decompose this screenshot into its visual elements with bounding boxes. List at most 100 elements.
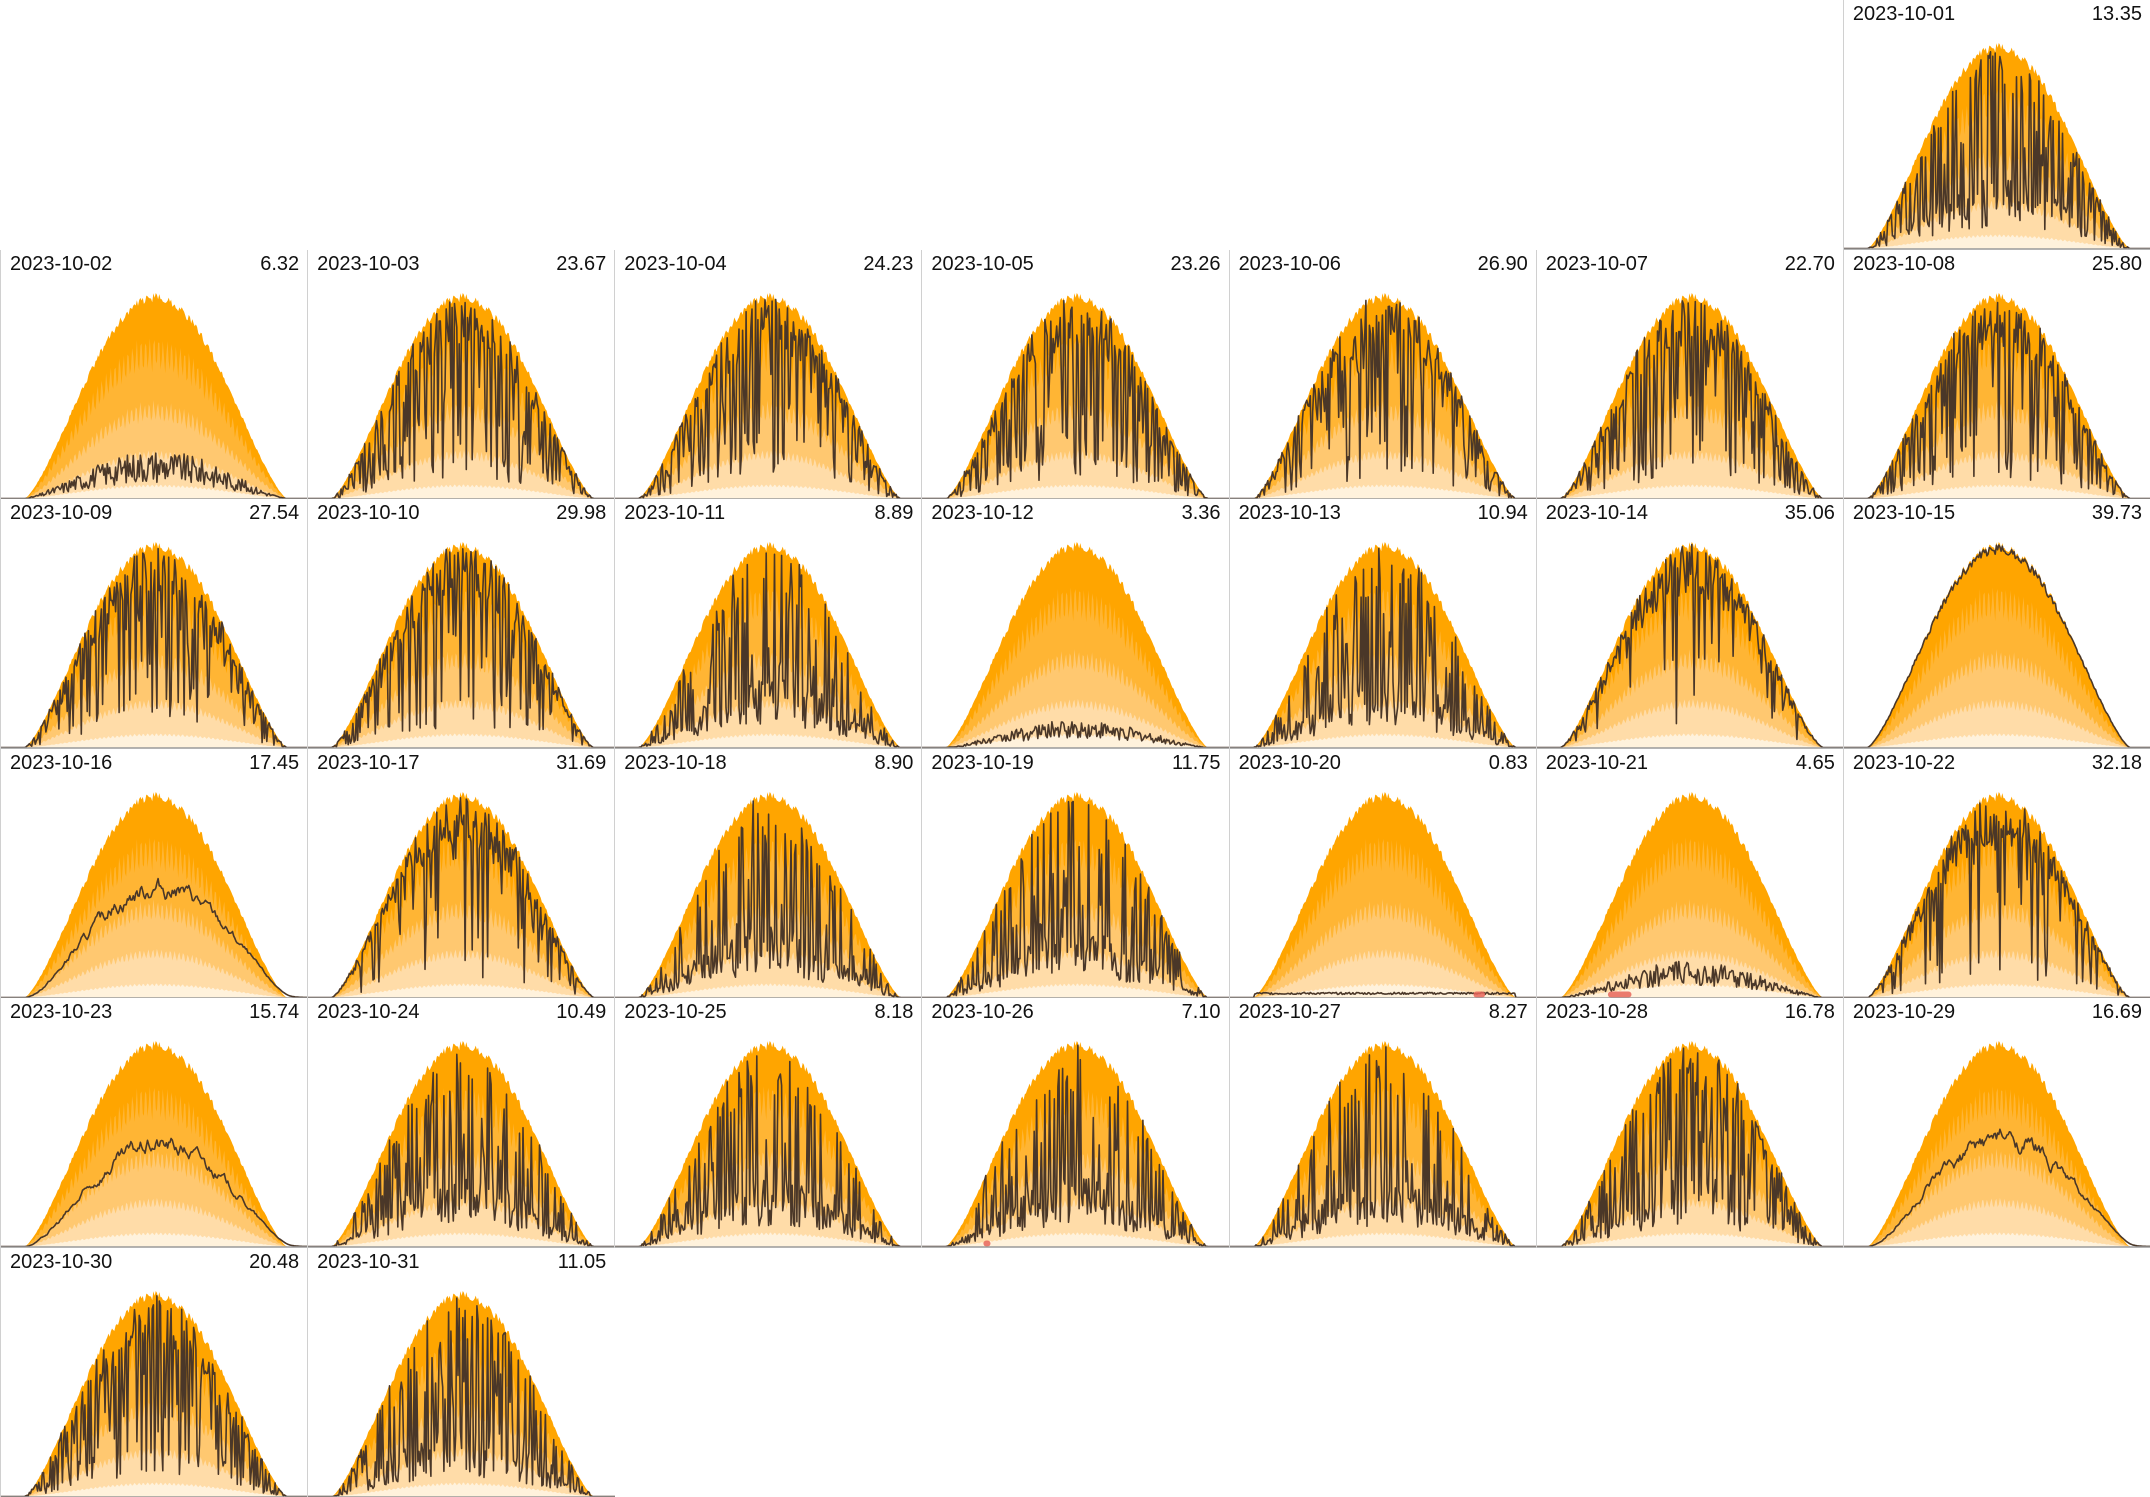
actual-output-line bbox=[615, 298, 923, 499]
day-date-label: 2023-10-09 bbox=[10, 502, 113, 524]
day-total-label: 24.23 bbox=[863, 252, 914, 275]
day-cell: 2023-10-28 16.78 bbox=[1535, 998, 1844, 1248]
day-total-label: 20.48 bbox=[249, 1250, 300, 1273]
day-date-label: 2023-10-27 bbox=[1238, 1001, 1341, 1023]
day-plot bbox=[922, 791, 1230, 998]
day-total-label: 22.70 bbox=[1784, 252, 1835, 275]
day-cell: 2023-10-03 23.67 bbox=[307, 249, 616, 499]
day-cell: 2023-10-23 15.74 bbox=[0, 998, 309, 1248]
day-cell: 2023-10-20 0.83 bbox=[1228, 748, 1537, 998]
day-cell: 2023-10-25 8.18 bbox=[614, 998, 923, 1248]
day-total-label: 39.73 bbox=[2091, 502, 2142, 524]
day-cell: 2023-10-17 31.69 bbox=[307, 748, 616, 998]
day-cell: 2023-10-19 11.75 bbox=[921, 748, 1230, 998]
irradiance-band bbox=[922, 948, 1230, 997]
day-plot bbox=[615, 542, 923, 749]
day-date-label: 2023-10-25 bbox=[624, 1001, 727, 1023]
irradiance-band bbox=[308, 449, 616, 498]
day-total-label: 6.32 bbox=[260, 252, 300, 275]
day-plot bbox=[308, 791, 616, 998]
day-cell: 2023-10-21 4.65 bbox=[1535, 748, 1844, 998]
irradiance-band bbox=[1536, 449, 1844, 498]
day-date-label: 2023-10-04 bbox=[624, 252, 727, 275]
day-date-label: 2023-10-13 bbox=[1238, 502, 1341, 524]
irradiance-band bbox=[1536, 1197, 1844, 1247]
irradiance-band bbox=[1843, 1197, 2150, 1247]
irradiance-band bbox=[922, 1232, 1230, 1247]
actual-output-line bbox=[1536, 543, 1844, 749]
day-cell: 2023-10-06 26.90 bbox=[1228, 249, 1537, 499]
actual-output-line bbox=[1536, 1047, 1844, 1248]
day-plot bbox=[1, 542, 309, 749]
actual-output-line bbox=[1843, 1128, 2150, 1248]
day-plot bbox=[615, 1041, 923, 1248]
irradiance-band bbox=[1843, 449, 2150, 498]
irradiance-band bbox=[308, 948, 616, 997]
day-total-label: 11.05 bbox=[557, 1250, 607, 1273]
day-date-label: 2023-10-16 bbox=[10, 751, 113, 774]
actual-output-line bbox=[615, 552, 923, 749]
day-cell: 2023-10-24 10.49 bbox=[307, 998, 616, 1248]
actual-output-line bbox=[1, 877, 309, 998]
irradiance-band bbox=[1, 484, 309, 498]
irradiance-band bbox=[1, 1482, 309, 1496]
irradiance-band bbox=[1229, 484, 1537, 498]
actual-output-line bbox=[1843, 801, 2150, 998]
irradiance-band bbox=[1843, 649, 2150, 748]
day-cell: 2023-10-29 16.69 bbox=[1842, 998, 2150, 1248]
actual-output-line bbox=[1536, 960, 1844, 998]
day-total-label: 3.36 bbox=[1181, 502, 1221, 524]
day-date-label: 2023-10-14 bbox=[1545, 502, 1649, 524]
irradiance-band bbox=[1843, 234, 2150, 249]
day-plot bbox=[308, 1041, 616, 1248]
day-cell: 2023-10-31 11.05 bbox=[307, 1247, 616, 1497]
irradiance-band bbox=[1229, 1232, 1537, 1247]
day-total-label: 11.75 bbox=[1171, 751, 1221, 774]
irradiance-band bbox=[308, 1482, 616, 1496]
day-cell: 2023-10-15 39.73 bbox=[1842, 499, 2150, 749]
day-plot bbox=[922, 292, 1230, 499]
day-total-label: 4.65 bbox=[1795, 751, 1835, 774]
day-plot bbox=[615, 791, 923, 998]
day-total-label: 17.45 bbox=[249, 751, 300, 774]
irradiance-band bbox=[615, 733, 923, 748]
irradiance-band bbox=[1, 983, 309, 997]
irradiance-band bbox=[1843, 983, 2150, 997]
irradiance-band bbox=[1, 948, 309, 997]
actual-output-line bbox=[1229, 299, 1537, 499]
day-plot bbox=[1536, 542, 1844, 749]
day-plot bbox=[1843, 1041, 2150, 1248]
irradiance-band bbox=[922, 484, 1230, 498]
irradiance-band bbox=[1, 698, 309, 748]
day-cell: 2023-10-14 35.06 bbox=[1535, 499, 1844, 749]
day-cell: 2023-10-27 8.27 bbox=[1228, 998, 1537, 1248]
irradiance-band bbox=[1229, 1197, 1537, 1247]
day-plot bbox=[1, 791, 309, 998]
day-plot bbox=[1229, 292, 1537, 499]
irradiance-band bbox=[308, 484, 616, 498]
irradiance-band bbox=[922, 733, 1230, 748]
irradiance-band bbox=[1843, 1232, 2150, 1247]
low-output-marker bbox=[1472, 991, 1485, 997]
actual-output-line bbox=[1843, 50, 2150, 250]
day-total-label: 27.54 bbox=[249, 502, 300, 524]
day-date-label: 2023-10-19 bbox=[931, 751, 1034, 774]
irradiance-band bbox=[1, 733, 309, 748]
day-plot bbox=[308, 292, 616, 499]
day-total-label: 15.74 bbox=[249, 1001, 300, 1023]
day-cell: 2023-10-26 7.10 bbox=[921, 998, 1230, 1248]
day-date-label: 2023-10-21 bbox=[1545, 751, 1649, 774]
irradiance-band bbox=[1843, 1148, 2150, 1247]
day-cell: 2023-10-11 8.89 bbox=[614, 499, 923, 749]
day-date-label: 2023-10-23 bbox=[10, 1001, 113, 1023]
low-output-marker bbox=[1607, 991, 1632, 997]
day-date-label: 2023-10-28 bbox=[1545, 1001, 1649, 1023]
irradiance-band bbox=[1229, 449, 1537, 498]
day-plot bbox=[308, 542, 616, 749]
day-total-label: 23.67 bbox=[556, 252, 607, 275]
actual-output-line bbox=[1, 451, 309, 499]
day-date-label: 2023-10-12 bbox=[931, 502, 1034, 524]
irradiance-band bbox=[308, 983, 616, 997]
day-date-label: 2023-10-05 bbox=[931, 252, 1034, 275]
